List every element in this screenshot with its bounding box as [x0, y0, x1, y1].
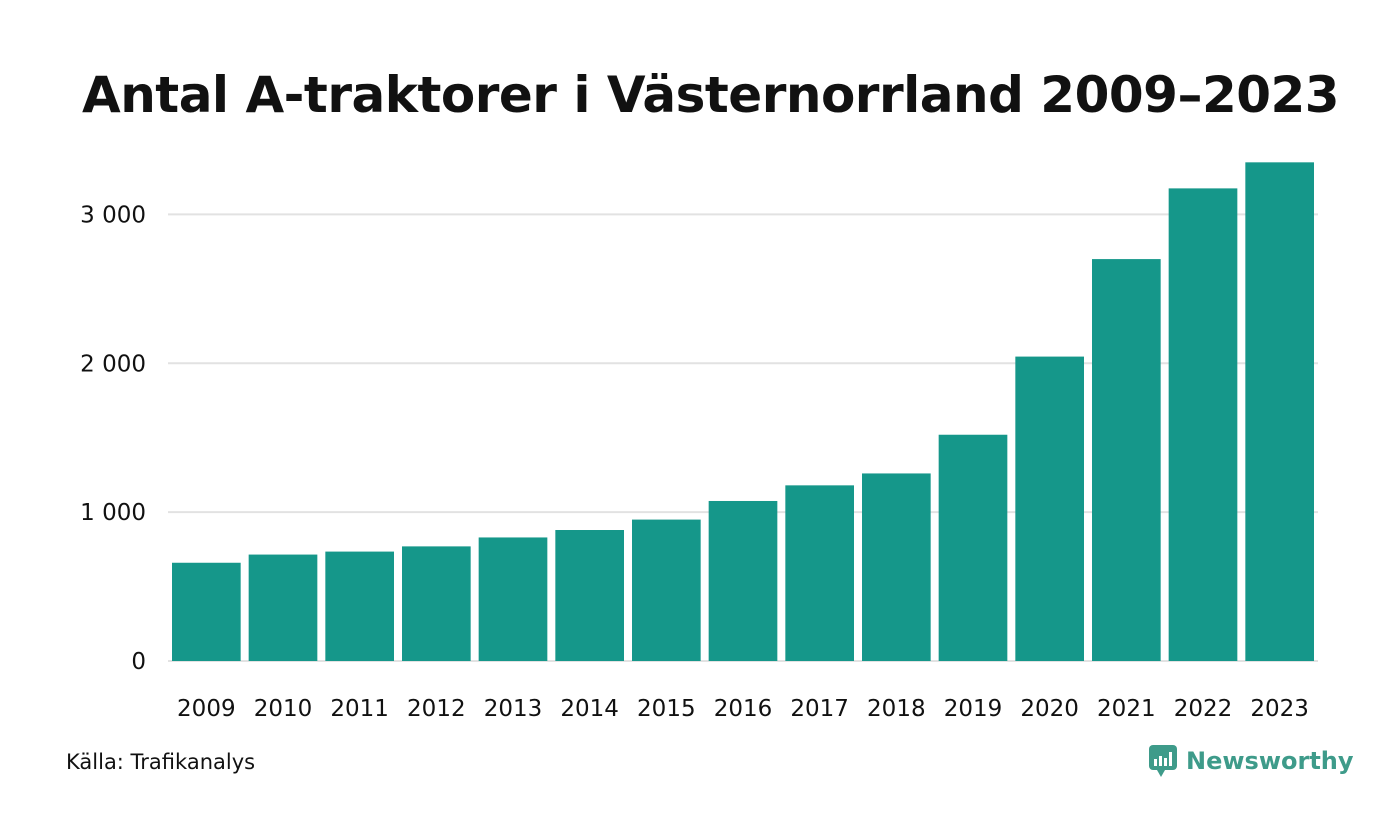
- x-tick-label: 2021: [1097, 696, 1156, 722]
- x-tick-label: 2013: [484, 696, 543, 722]
- newsworthy-icon: [1149, 745, 1177, 777]
- bar-2014: [555, 530, 624, 661]
- x-tick-label: 2019: [944, 696, 1003, 722]
- bars: [172, 162, 1314, 662]
- x-tick-label: 2017: [790, 696, 849, 722]
- bar-2022: [1168, 188, 1238, 661]
- bar-2016: [708, 500, 778, 661]
- y-tick-label: 3 000: [80, 202, 146, 228]
- y-tick-label: 0: [131, 649, 146, 675]
- source-note: Källa: Trafikanalys: [66, 750, 256, 774]
- x-tick-label: 2020: [1020, 696, 1079, 722]
- y-axis-ticks: 0 1 000 2 000 3 000: [80, 202, 146, 675]
- x-tick-label: 2016: [714, 696, 773, 722]
- bar-2010: [248, 554, 318, 661]
- x-tick-label: 2023: [1250, 696, 1309, 722]
- bar-chart: 0 1 000 2 000 3 000 2009 2010 2011 2012 2013 201…: [80, 162, 1318, 722]
- bar-2012: [402, 546, 471, 661]
- bar-2013: [478, 537, 548, 661]
- x-tick-label: 2018: [867, 696, 926, 722]
- x-tick-label: 2022: [1174, 696, 1233, 722]
- x-tick-label: 2010: [254, 696, 313, 722]
- bar-2011: [325, 551, 394, 661]
- bar-2017: [785, 485, 854, 661]
- bar-2009: [172, 562, 241, 661]
- x-axis-ticks: 2009 2010 2011 2012 2013 2014 2015 2016 2017 2018…: [177, 696, 1309, 722]
- bar-2023: [1245, 162, 1314, 662]
- y-tick-label: 2 000: [80, 351, 146, 377]
- chart-title: Antal A-traktorer i Västernorrland 2009–…: [82, 66, 1340, 124]
- bar-2019: [938, 434, 1008, 661]
- x-tick-label: 2014: [560, 696, 619, 722]
- y-tick-label: 1 000: [80, 500, 146, 526]
- bar-2015: [632, 519, 701, 661]
- x-tick-label: 2012: [407, 696, 466, 722]
- bar-2020: [1015, 356, 1084, 661]
- bar-2021: [1092, 259, 1161, 661]
- bar-2018: [862, 473, 931, 661]
- x-tick-label: 2015: [637, 696, 696, 722]
- x-tick-label: 2011: [330, 696, 389, 722]
- x-tick-label: 2009: [177, 696, 236, 722]
- brand-logo: Newsworthy: [1148, 744, 1354, 778]
- brand-name: Newsworthy: [1186, 747, 1354, 775]
